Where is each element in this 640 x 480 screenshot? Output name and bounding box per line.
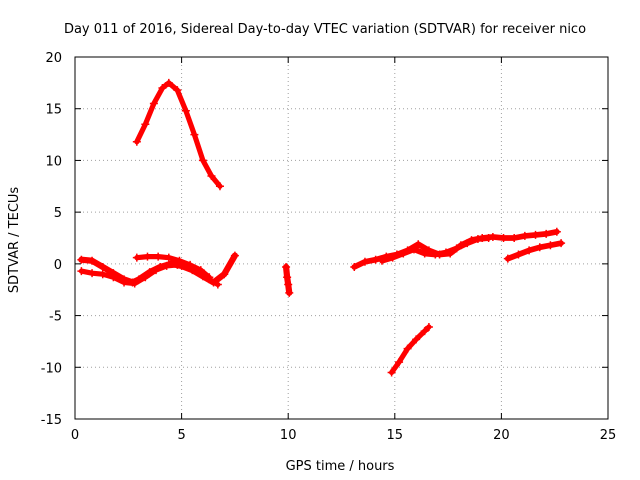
data-point (542, 229, 551, 238)
data-point (152, 266, 161, 275)
data-point (557, 239, 566, 248)
data-point (546, 241, 555, 250)
data-point (141, 273, 150, 282)
data-point (98, 270, 107, 279)
y-tick-label: 5 (54, 206, 62, 221)
data-point (181, 106, 190, 115)
data-point (473, 235, 482, 244)
x-tick-label: 10 (280, 428, 297, 443)
data-point (164, 253, 173, 262)
data-point (158, 84, 167, 93)
y-tick-label: 20 (45, 51, 62, 66)
data-point (198, 156, 207, 165)
data-point (420, 249, 429, 258)
data-point (420, 327, 429, 336)
data-point (132, 137, 141, 146)
data-point (414, 240, 423, 249)
data-point (162, 261, 171, 270)
data-point (409, 245, 418, 254)
y-tick-label: 10 (45, 154, 62, 169)
data-point (282, 262, 291, 271)
data-point (98, 262, 107, 271)
data-point (220, 270, 229, 279)
data-point (424, 322, 433, 331)
data-point (230, 251, 239, 260)
data-point (164, 78, 173, 87)
data-point (535, 243, 544, 252)
data-point (531, 230, 540, 239)
data-point (431, 250, 440, 259)
data-point (284, 280, 293, 289)
data-point (132, 253, 141, 262)
data-point (412, 335, 421, 344)
x-tick-label: 0 (71, 428, 79, 443)
y-tick-label: -15 (41, 413, 62, 428)
data-point (388, 253, 397, 262)
data-point (77, 255, 86, 264)
data-point (130, 279, 139, 288)
data-point (77, 267, 86, 276)
plot-frame (74, 56, 609, 420)
data-point (371, 255, 380, 264)
data-point (88, 256, 97, 265)
data-point (175, 256, 184, 265)
data-layer (77, 78, 566, 377)
data-point (514, 250, 523, 259)
y-tick-label: -5 (49, 310, 62, 325)
y-tick-label: -10 (41, 361, 62, 376)
data-point (452, 244, 461, 253)
tick-layer: 0 5 10 15 20 25 -15 -10 -5 0 5 10 15 20 (41, 51, 617, 443)
data-point (120, 278, 129, 287)
data-point (552, 227, 561, 236)
data-point (399, 249, 408, 258)
data-point (283, 273, 292, 282)
x-tick-label: 20 (493, 428, 510, 443)
x-axis-label: GPS time / hours (286, 459, 395, 474)
data-point (525, 246, 534, 255)
data-point (109, 273, 118, 282)
data-point (205, 273, 214, 282)
x-tick-label: 5 (177, 428, 185, 443)
data-point (395, 358, 404, 367)
data-point (215, 182, 224, 191)
data-point (186, 260, 195, 269)
y-tick-label: 0 (54, 258, 62, 273)
data-point (141, 120, 150, 129)
data-point (441, 248, 450, 257)
data-point (154, 252, 163, 261)
data-point (88, 269, 97, 278)
x-tick-label: 25 (600, 428, 617, 443)
y-tick-label: 15 (45, 103, 62, 118)
series-band-arc-high (134, 80, 223, 189)
data-point (378, 256, 387, 265)
data-point (149, 99, 158, 108)
data-point (387, 368, 396, 377)
data-point (173, 86, 182, 95)
data-point (520, 231, 529, 240)
data-point (213, 280, 222, 289)
data-point (503, 254, 512, 263)
y-axis-label: SDTVAR / TECUs (7, 187, 22, 294)
series-band-arc-steep (389, 324, 432, 376)
data-point (499, 234, 508, 242)
data-point (190, 130, 199, 139)
data-point (484, 234, 493, 242)
x-tick-label: 15 (387, 428, 404, 443)
chart-title: Day 011 of 2016, Sidereal Day-to-day VTE… (64, 22, 586, 37)
data-point (360, 257, 369, 266)
data-point (196, 266, 205, 275)
data-point (463, 239, 472, 248)
data-point (350, 262, 359, 271)
data-point (207, 171, 216, 180)
data-point (403, 344, 412, 353)
data-point (510, 234, 519, 242)
data-point (143, 252, 152, 261)
data-point (285, 288, 294, 297)
